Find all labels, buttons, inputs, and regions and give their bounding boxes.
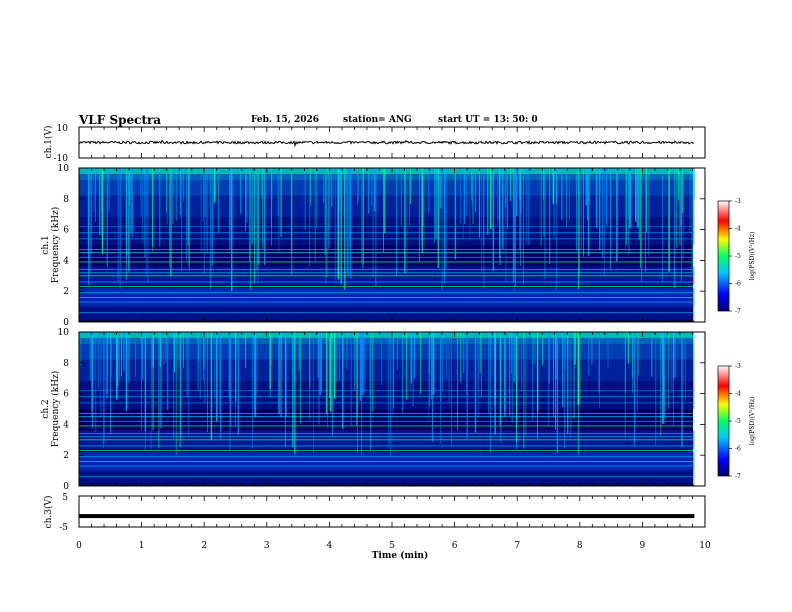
frequency-tick-label: 10 — [58, 328, 70, 338]
x-tick-label: 7 — [514, 541, 520, 551]
ch1-waveform-ylabel: ch.1(V) — [43, 126, 54, 159]
colorbar-tick-label: -7 — [735, 308, 741, 315]
spectrogram-band — [79, 306, 695, 321]
ch1-colorbar-scale — [717, 200, 730, 312]
ch2-colorbar-scale — [717, 365, 730, 477]
ch1-waveform-line — [78, 139, 695, 148]
frequency-tick-label: 4 — [63, 420, 69, 430]
spectrogram-band — [79, 332, 695, 338]
ch1-spectrogram-ylabel-line2: Frequency (kHz) — [50, 207, 61, 284]
spectrogram-band — [79, 168, 695, 174]
frequency-tick-label: 8 — [63, 195, 69, 205]
ch1-waveform-panel: 10 -10 ch.1(V) — [43, 124, 706, 164]
x-tick-label: 2 — [201, 541, 207, 551]
frequency-tick-label: 0 — [63, 318, 69, 328]
spectrogram-band — [79, 320, 695, 322]
ch3-waveform-panel: 5 -5 ch.3(V) 0 1 2 3 4 5 6 7 8 9 10 Time (min) — [43, 493, 711, 561]
ch2-colorbar-label: log(PSD)(V²/Hz) — [749, 397, 756, 446]
colorbar-tick-label: -6 — [735, 446, 741, 453]
station-label: station= ANG — [343, 115, 412, 125]
ch3-waveform-line — [79, 514, 695, 519]
x-tick-label: 9 — [640, 541, 646, 551]
frequency-tick-label: 8 — [63, 359, 69, 369]
x-tick-label: 1 — [139, 541, 145, 551]
frequency-tick-label: 6 — [63, 390, 69, 400]
x-tick-label: 3 — [264, 541, 270, 551]
ch2-spectrogram-ylabel-line1: ch.2 — [41, 399, 51, 418]
frequency-tick-label: 4 — [63, 256, 69, 266]
colorbar-tick-label: -7 — [735, 473, 741, 480]
frequency-tick-label: 2 — [63, 451, 69, 461]
x-tick-label: 0 — [76, 541, 82, 551]
date-label: Feb. 15, 2026 — [251, 115, 320, 125]
ch3-ytick-bottom: -5 — [59, 523, 68, 533]
x-tick-label: 6 — [452, 541, 458, 551]
ch2-spectrogram-ylabel-line2: Frequency (kHz) — [50, 371, 61, 448]
x-tick-label: 8 — [577, 541, 583, 551]
ch3-waveform-ylabel: ch.3(V) — [43, 496, 54, 529]
x-tick-label: 10 — [699, 541, 711, 551]
ch1-colorbar: -3 -4 -5 -6 -7 log(PSD)(V²/Hz) — [717, 198, 756, 315]
spectrogram-band — [79, 359, 695, 382]
colorbar-tick-label: -4 — [735, 226, 741, 233]
colorbar-tick-label: -5 — [735, 418, 741, 425]
colorbar-tick-label: -4 — [735, 391, 741, 398]
frequency-tick-label: 10 — [58, 164, 70, 174]
colorbar-tick-label: -5 — [735, 253, 741, 260]
ch2-colorbar: -3 -4 -5 -6 -7 log(PSD)(V²/Hz) — [717, 363, 756, 480]
x-tick-label: 5 — [389, 541, 395, 551]
x-tick-label: 4 — [327, 541, 333, 551]
spectrogram-band — [79, 470, 695, 485]
ch2-spectrogram-panel: 0 2 4 6 8 10 ch.2 Frequency (kHz) — [41, 328, 706, 492]
x-axis-label: Time (min) — [372, 550, 429, 561]
frequency-tick-label: 6 — [63, 226, 69, 236]
spectrogram-band — [79, 344, 695, 360]
chart-title: VLF Spectra — [79, 113, 162, 127]
start-time-label: start UT = 13: 50: 0 — [438, 115, 538, 125]
ch1-spectrogram-panel: 0 2 4 6 8 10 ch.1 Frequency (kHz) — [41, 164, 706, 328]
frequency-tick-label: 2 — [63, 287, 69, 297]
spectrogram-band — [79, 484, 695, 486]
spectrogram-band — [79, 381, 695, 409]
colorbar-tick-label: -3 — [735, 363, 741, 370]
ch1-ytick-bottom: -10 — [54, 154, 69, 164]
colorbar-tick-label: -3 — [735, 198, 741, 205]
ch1-ytick-top: 10 — [57, 124, 69, 134]
spectrogram-band — [79, 195, 695, 218]
ch3-ytick-top: 5 — [62, 493, 68, 503]
ch1-spectrogram-ylabel-line1: ch.1 — [41, 235, 51, 254]
ch1-colorbar-label: log(PSD)(V²/Hz) — [749, 232, 756, 281]
frequency-tick-label: 0 — [63, 482, 69, 492]
colorbar-tick-label: -6 — [735, 281, 741, 288]
spectrogram-band — [79, 180, 695, 196]
